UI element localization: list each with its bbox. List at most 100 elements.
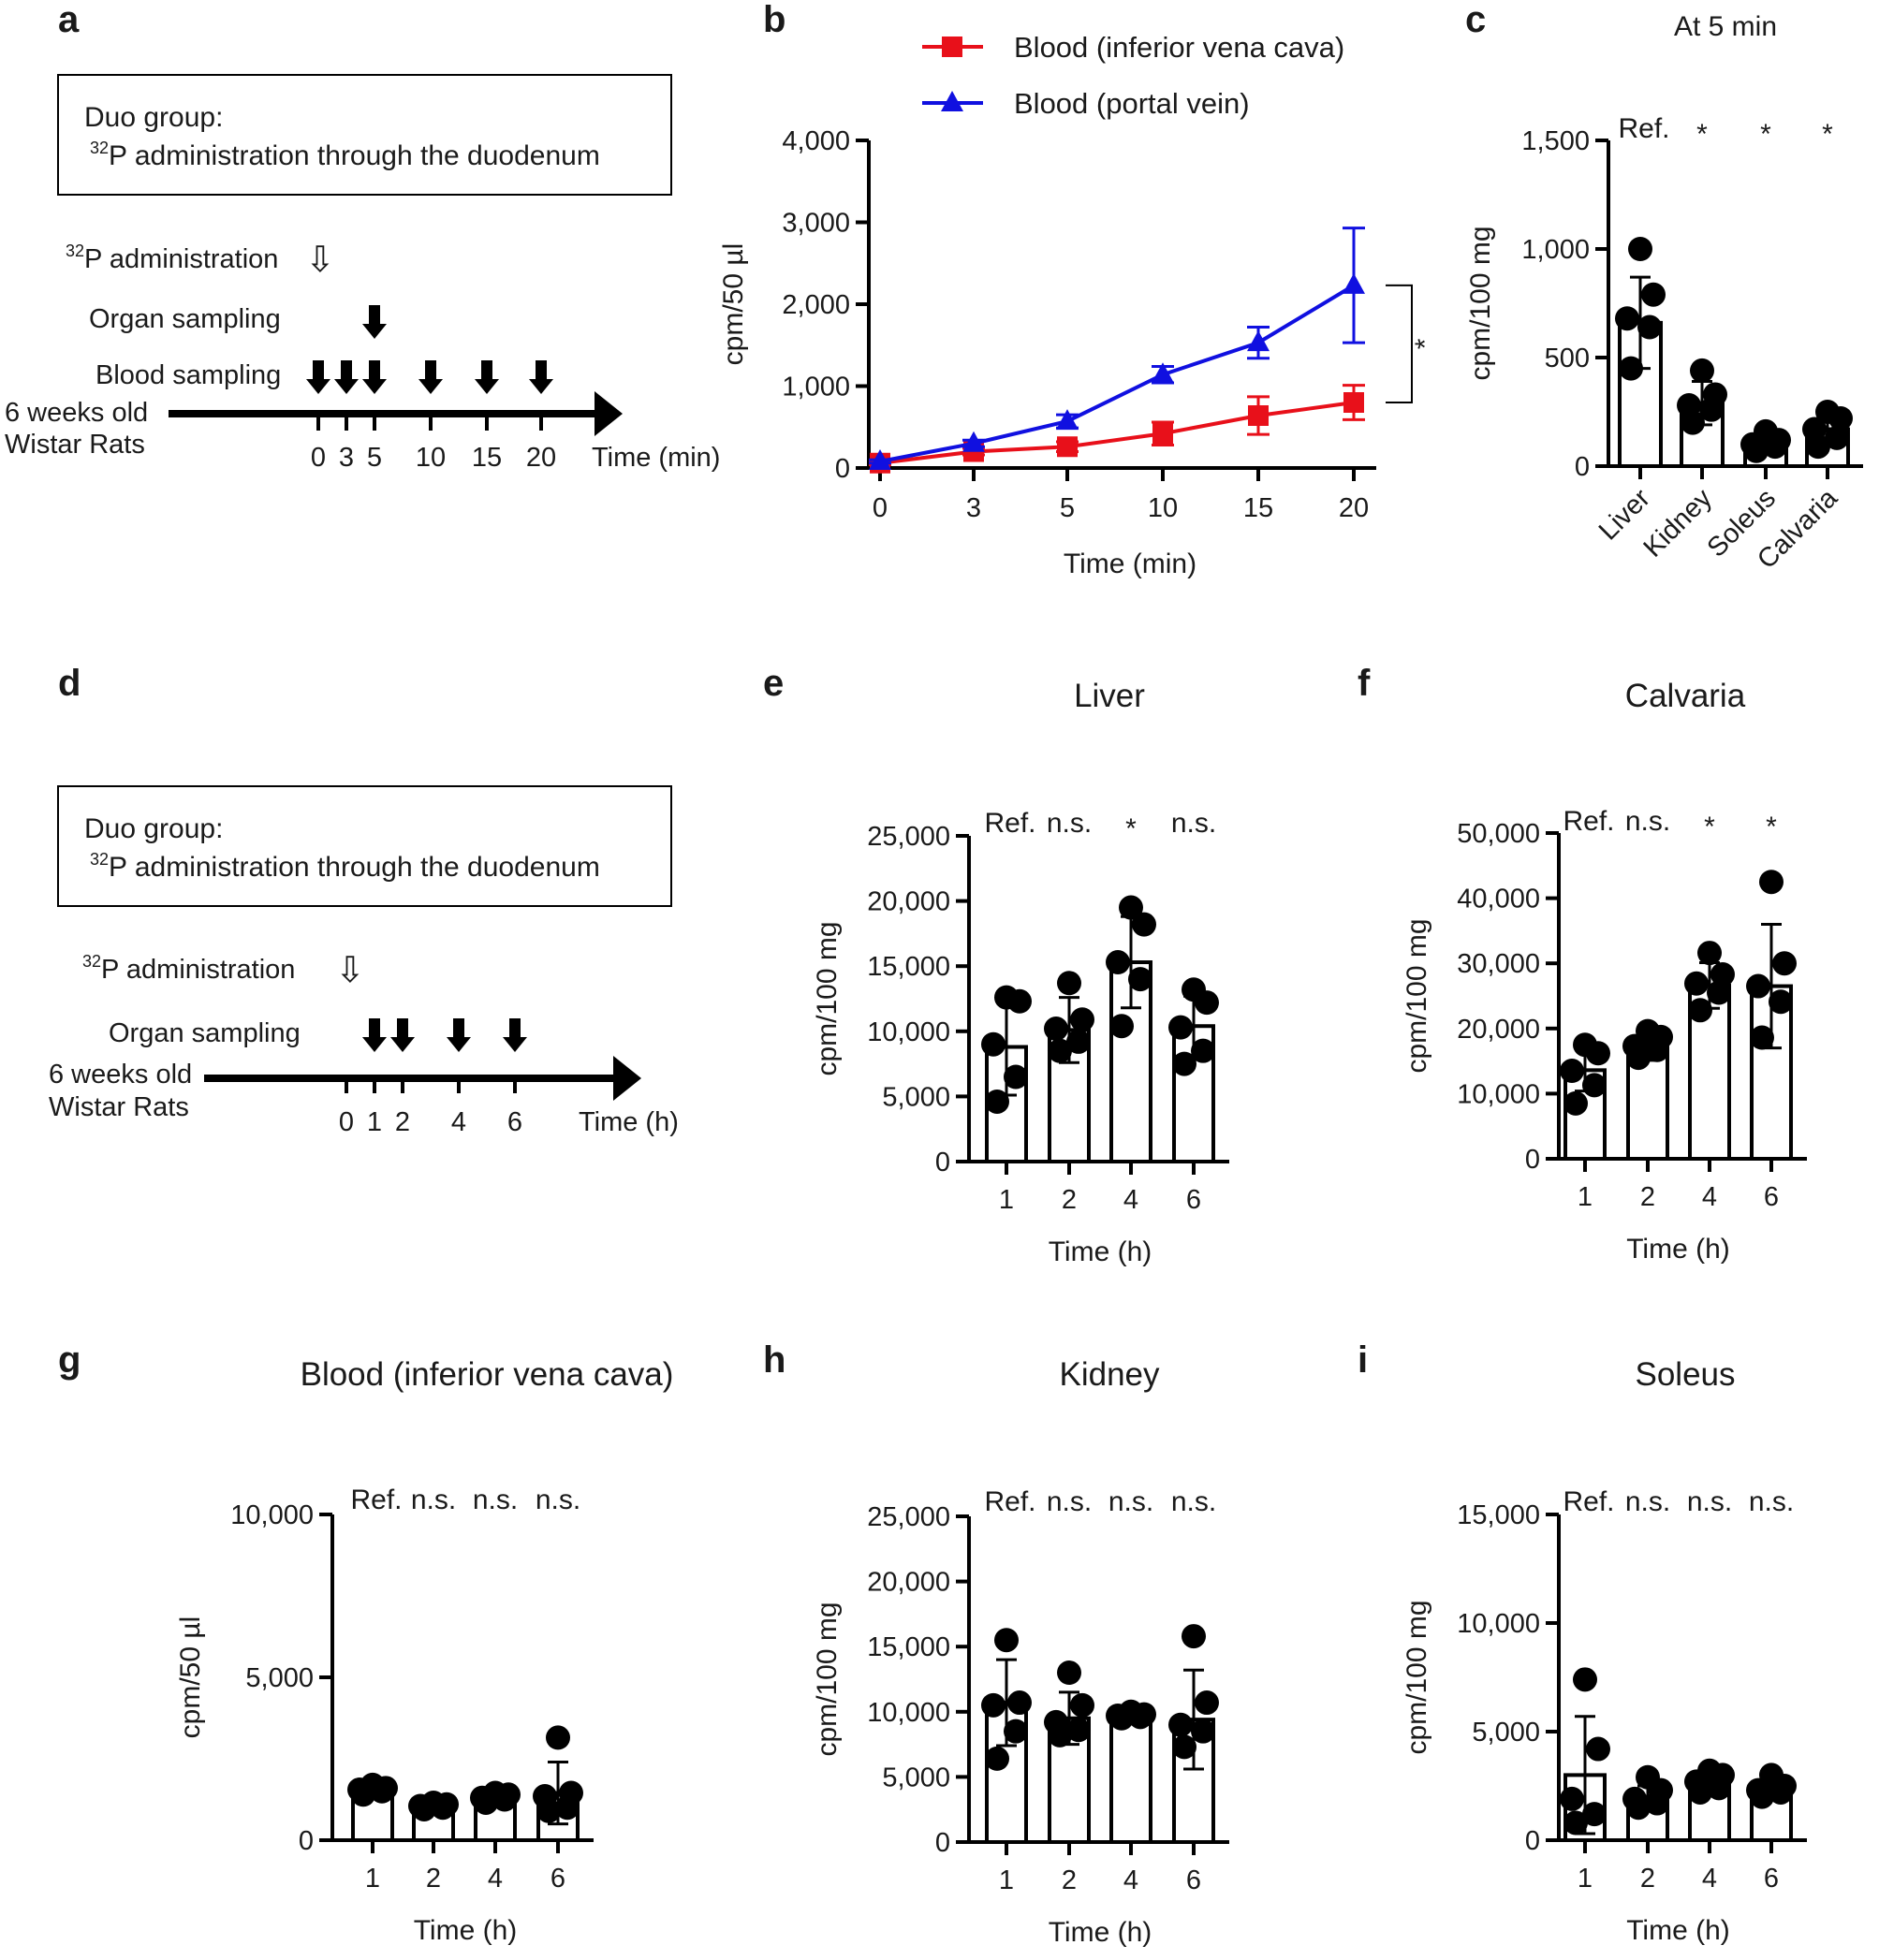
data-point xyxy=(1681,410,1705,435)
data-point xyxy=(1645,1791,1669,1816)
filled-down-arrow-icon xyxy=(334,360,359,394)
timeline-tick-label-a: 3 xyxy=(339,443,354,473)
data-point xyxy=(1750,1025,1774,1050)
box-a-sup: 32 xyxy=(90,139,109,157)
data-point-triangle xyxy=(1152,362,1174,384)
data-point xyxy=(1191,1719,1215,1744)
y-tick-label: 0 xyxy=(935,1828,950,1858)
panel-label-d: d xyxy=(58,663,81,704)
organ-sampling-label-d: Organ sampling xyxy=(109,1018,301,1048)
y-tick-label: 20,000 xyxy=(867,1568,950,1598)
rats-a-line1: 6 weeks old xyxy=(5,398,148,428)
y-tick-label: 500 xyxy=(1545,344,1590,373)
y-tick-label: 0 xyxy=(299,1826,314,1856)
organ-sampling-label-a: Organ sampling xyxy=(89,304,281,334)
x-axis-label: Time (min) xyxy=(1064,549,1196,579)
data-point xyxy=(1697,941,1722,966)
data-point-triangle xyxy=(1343,272,1365,294)
x-tick-label: 2 xyxy=(1062,1185,1077,1215)
organ-sampling-arrows xyxy=(362,1018,527,1052)
y-tick-label: 25,000 xyxy=(867,822,950,852)
filled-down-arrow-icon xyxy=(362,360,387,394)
x-axis-label: Time (h) xyxy=(1626,1915,1730,1946)
y-tick-label: 0 xyxy=(935,1148,950,1177)
significance-annotation: Ref. xyxy=(1563,806,1614,837)
data-point xyxy=(1688,998,1712,1023)
data-point xyxy=(1057,1660,1081,1686)
data-point xyxy=(1626,1795,1651,1821)
data-point xyxy=(1769,1779,1793,1805)
data-point xyxy=(1628,237,1652,261)
legend-marker-square xyxy=(942,37,962,57)
data-point xyxy=(1828,405,1853,431)
data-point xyxy=(1769,989,1793,1015)
chart-h-bar: Kidney 0 5,000 10,000 15,000 20,000 25,000 cpm/… xyxy=(812,1356,1229,1948)
filled-down-arrow-icon xyxy=(418,360,443,394)
data-point xyxy=(1744,438,1769,463)
data-point xyxy=(1057,971,1081,996)
data-point xyxy=(1007,988,1032,1014)
x-tick-label: 10 xyxy=(1148,493,1178,523)
data-point xyxy=(1759,870,1784,895)
significance-annotation: n.s. xyxy=(1171,808,1216,839)
y-tick-label: 10,000 xyxy=(1457,1609,1540,1639)
timeline-arrowhead xyxy=(613,1056,641,1101)
y-tick-label: 0 xyxy=(1525,1826,1540,1856)
data-point xyxy=(351,1782,375,1807)
significance-annotation: * xyxy=(1696,119,1708,150)
panel-label-h: h xyxy=(763,1339,785,1381)
y-tick-label: 15,000 xyxy=(1457,1500,1540,1530)
x-axis-label: Time (h) xyxy=(414,1915,518,1946)
data-point xyxy=(1070,1007,1094,1032)
data-point xyxy=(1573,1667,1597,1692)
significance-star: * xyxy=(1410,338,1441,349)
significance-annotation: n.s. xyxy=(1687,1486,1732,1517)
bar xyxy=(1109,1712,1152,1844)
data-point xyxy=(1707,980,1731,1005)
box-d-sup: 32 xyxy=(90,850,109,869)
x-tick-label: 6 xyxy=(1764,1182,1779,1212)
y-tick-label: 20,000 xyxy=(867,887,950,917)
y-tick-label: 40,000 xyxy=(1457,885,1540,914)
data-point xyxy=(981,1031,1006,1057)
y-axis-label: cpm/50 µl xyxy=(175,1616,206,1739)
y-tick-label: 3,000 xyxy=(782,209,850,239)
x-tick-label: 4 xyxy=(1702,1864,1717,1894)
y-tick-label: 50,000 xyxy=(1457,819,1540,849)
timeline-tick-label-d: 0 xyxy=(339,1107,354,1137)
x-tick-label: 3 xyxy=(966,493,981,523)
y-tick-label: 10,000 xyxy=(867,1017,950,1047)
x-tick-label: 1 xyxy=(1578,1864,1593,1894)
data-point xyxy=(1699,397,1724,422)
data-point xyxy=(412,1796,436,1821)
chart-e-bar: Liver 0 5,000 10,000 15,000 20,000 25,000 cpm/1… xyxy=(812,678,1229,1267)
y-tick-label: 10,000 xyxy=(1457,1079,1540,1109)
chart-title: At 5 min xyxy=(1674,11,1777,42)
x-tick-label: 0 xyxy=(873,493,888,523)
x-tick-label: 1 xyxy=(999,1865,1014,1895)
panel-label-e: e xyxy=(763,663,784,704)
significance-annotation: n.s. xyxy=(1171,1486,1216,1517)
significance-annotation: * xyxy=(1766,812,1777,842)
x-tick-label: Kidney xyxy=(1638,483,1719,563)
chart-title: Kidney xyxy=(1059,1356,1160,1393)
data-point xyxy=(1195,1690,1219,1716)
data-point-triangle xyxy=(1056,409,1079,431)
significance-annotation: Ref. xyxy=(984,1486,1035,1517)
significance-annotation: n.s. xyxy=(1749,1486,1794,1517)
significance-annotation: * xyxy=(1125,813,1137,844)
y-tick-label: 4,000 xyxy=(782,126,850,156)
chart-title: Liver xyxy=(1074,678,1145,714)
x-tick-label: 4 xyxy=(1123,1865,1138,1895)
data-point xyxy=(1772,951,1797,976)
filled-down-arrow-icon xyxy=(362,305,387,339)
x-tick-label: 1 xyxy=(1578,1182,1593,1212)
chart-b-line: 0 1,000 2,000 3,000 4,000 0 3 5 10 15 20 Time (min)… xyxy=(718,31,1441,579)
data-point xyxy=(546,1725,570,1750)
data-point-square xyxy=(1152,423,1173,445)
timeline-tick-label-d: 4 xyxy=(451,1107,466,1137)
x-tick-label: 6 xyxy=(1764,1864,1779,1894)
data-point-triangle xyxy=(1247,330,1270,352)
timeline-ticks-a: 0 3 5 10 15 20 xyxy=(311,414,556,473)
